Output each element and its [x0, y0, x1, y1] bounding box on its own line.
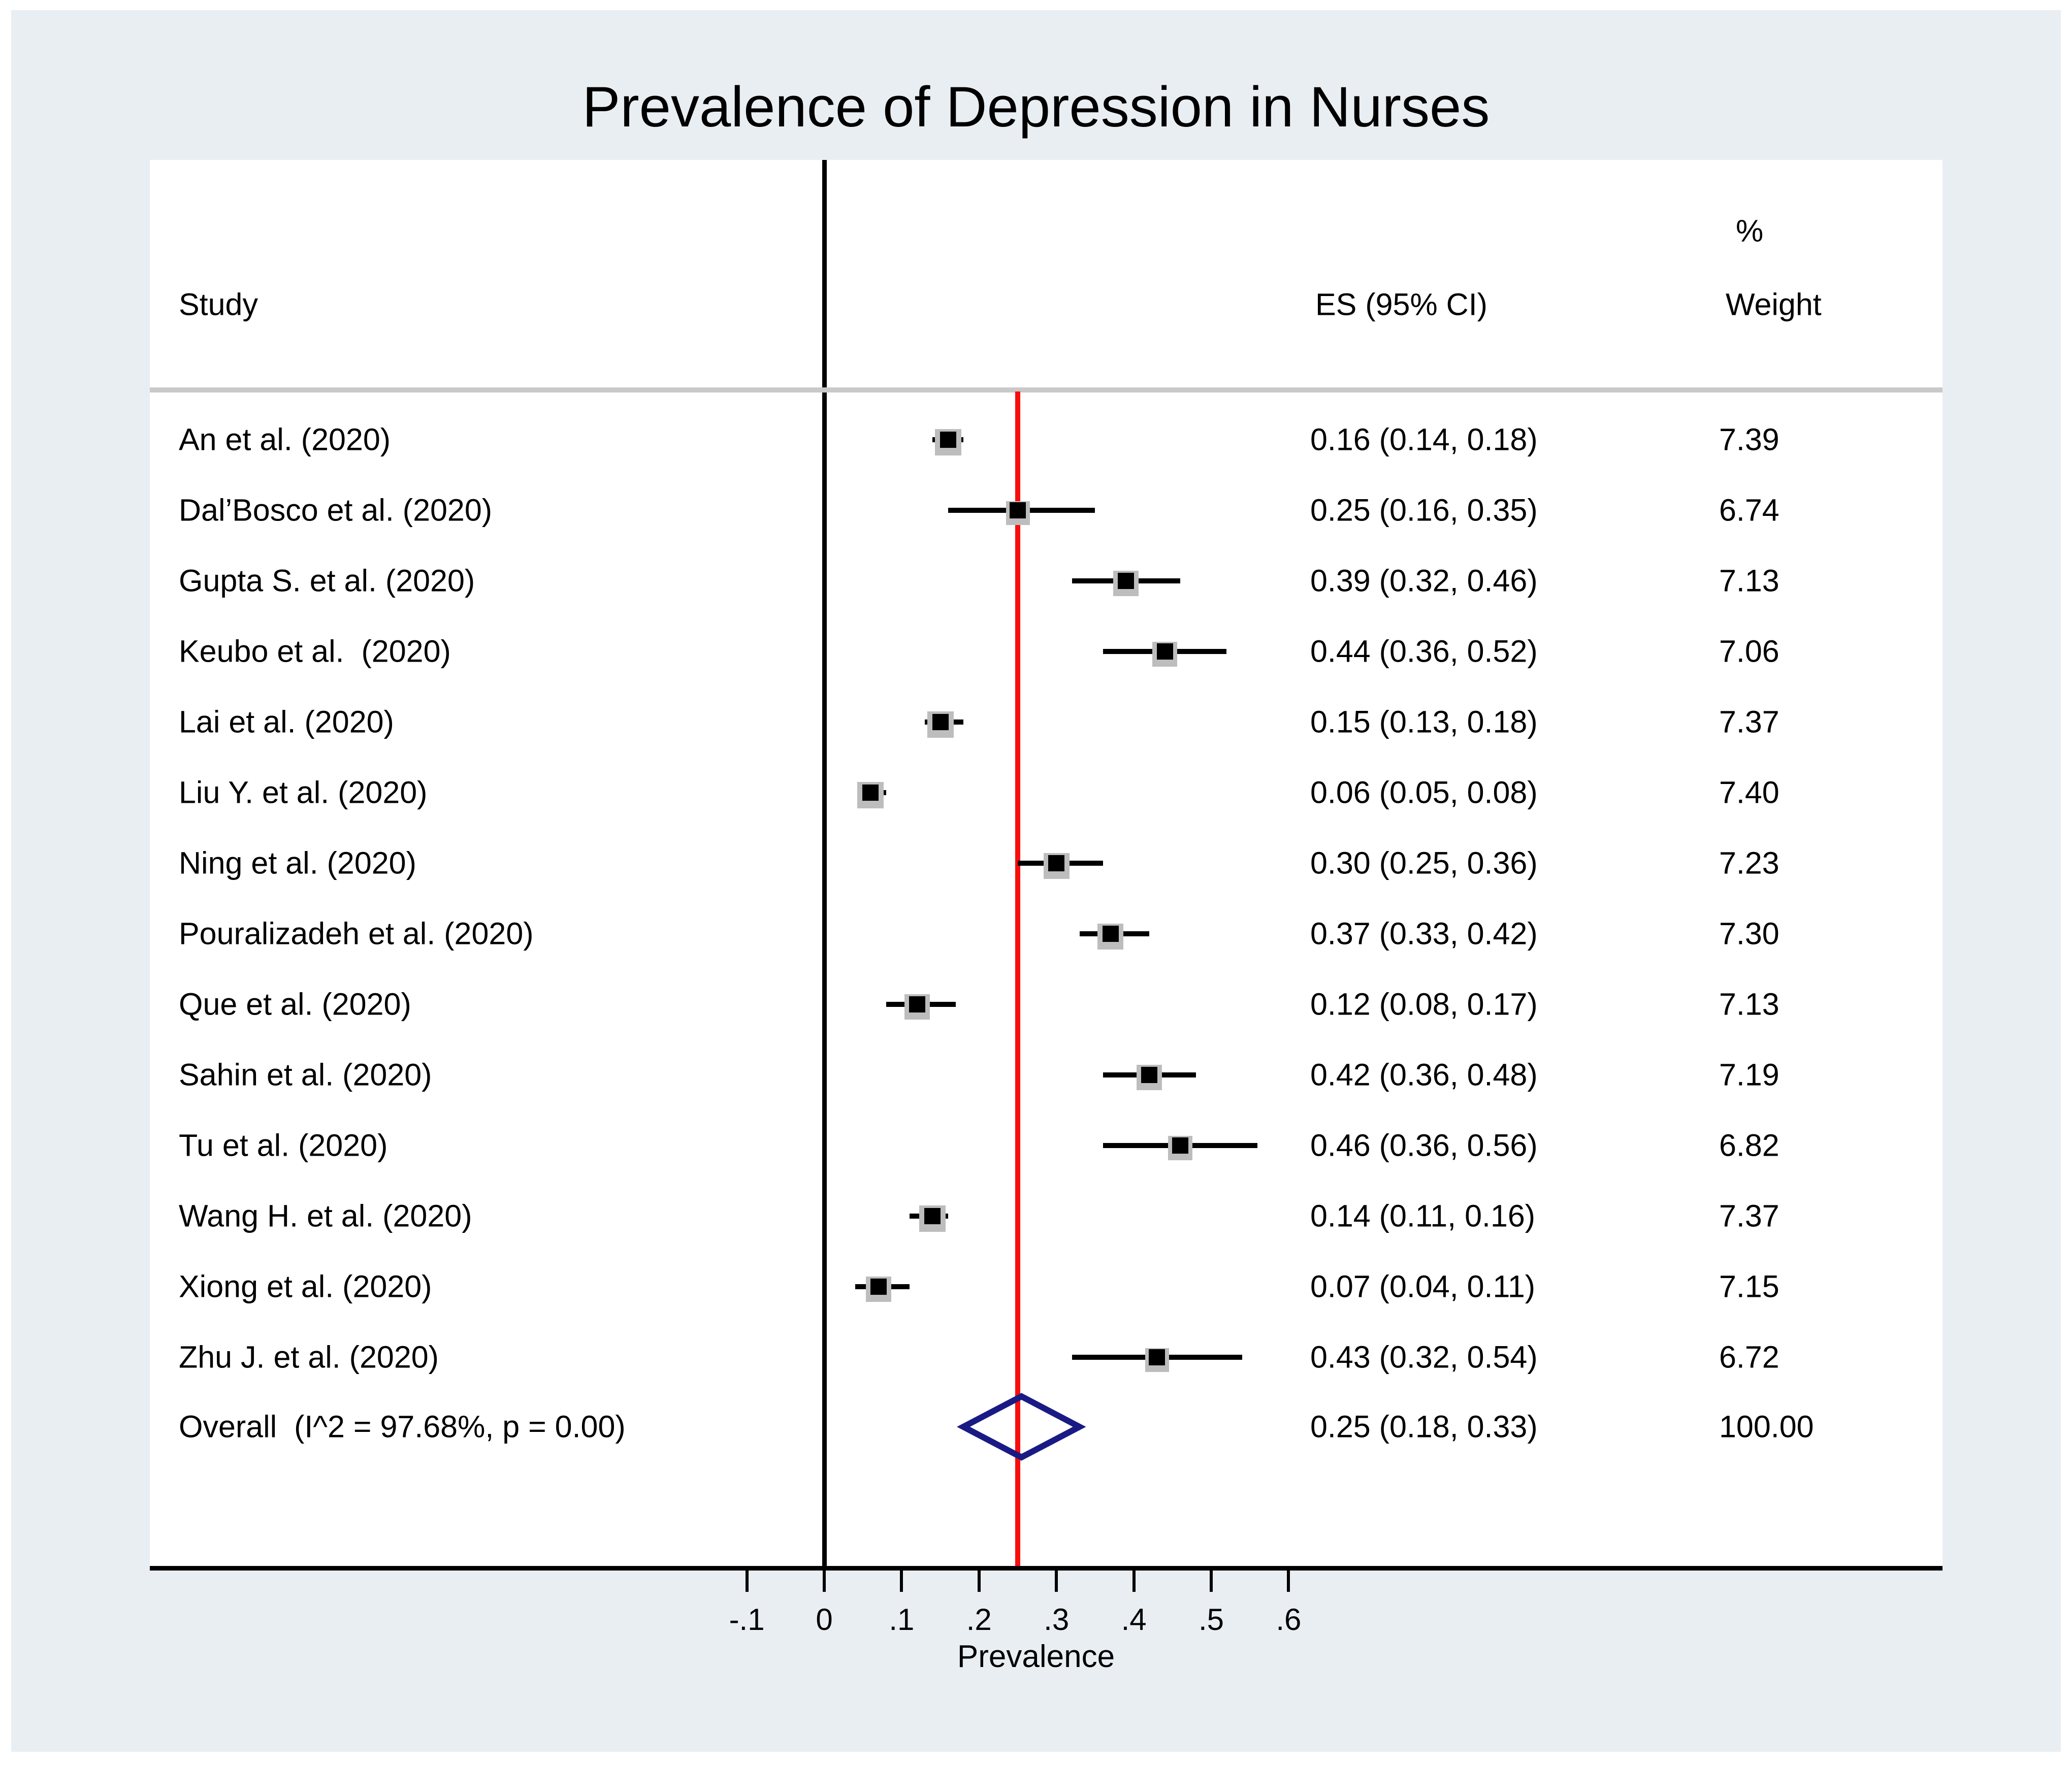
overall-es-ci-value: 0.25 (0.18, 0.33) — [1310, 1409, 1538, 1444]
column-header-weight: Weight — [1726, 287, 1822, 322]
study-label: Ning et al. (2020) — [179, 845, 416, 880]
es-ci-value: 0.43 (0.32, 0.54) — [1310, 1339, 1538, 1375]
study-label: Lai et al. (2020) — [179, 704, 394, 739]
x-axis-tick — [977, 1571, 981, 1592]
header-separator-line — [150, 387, 1942, 393]
weight-value: 7.37 — [1719, 704, 1779, 739]
weight-value: 7.06 — [1719, 634, 1779, 669]
es-ci-value: 0.46 (0.36, 0.56) — [1310, 1128, 1538, 1163]
overall-weight-value: 100.00 — [1719, 1409, 1814, 1444]
point-estimate-marker — [862, 785, 879, 801]
weight-value: 7.19 — [1719, 1057, 1779, 1092]
x-axis-tick-label: .2 — [966, 1603, 992, 1637]
es-ci-value: 0.15 (0.13, 0.18) — [1310, 704, 1538, 739]
x-axis-tick-label: .1 — [889, 1603, 915, 1637]
x-axis-tick — [1287, 1571, 1290, 1592]
point-estimate-marker — [932, 714, 949, 730]
weight-value: 7.23 — [1719, 845, 1779, 880]
point-estimate-marker — [1141, 1067, 1158, 1083]
study-label: Tu et al. (2020) — [179, 1128, 388, 1163]
column-header-weight-pct: % — [1736, 213, 1764, 248]
es-ci-value: 0.16 (0.14, 0.18) — [1310, 422, 1538, 457]
x-axis-tick-label: .6 — [1276, 1603, 1302, 1637]
weight-value: 7.15 — [1719, 1269, 1779, 1304]
weight-value: 6.72 — [1719, 1339, 1779, 1375]
overall-reference-line — [1015, 391, 1020, 1566]
x-axis-tick-label: -.1 — [729, 1603, 765, 1637]
study-label: Keubo et al. (2020) — [179, 634, 451, 669]
weight-value: 7.37 — [1719, 1198, 1779, 1233]
x-axis-tick-label: 0 — [816, 1603, 833, 1637]
weight-value: 7.39 — [1719, 422, 1779, 457]
es-ci-value: 0.44 (0.36, 0.52) — [1310, 634, 1538, 669]
weight-value: 7.30 — [1719, 916, 1779, 951]
study-label: Sahin et al. (2020) — [179, 1057, 432, 1092]
point-estimate-marker — [940, 432, 956, 448]
weight-value: 7.40 — [1719, 775, 1779, 810]
es-ci-value: 0.14 (0.11, 0.16) — [1310, 1198, 1536, 1233]
es-ci-value: 0.25 (0.16, 0.35) — [1310, 493, 1538, 528]
es-ci-value: 0.37 (0.33, 0.42) — [1310, 916, 1538, 951]
column-header-study: Study — [179, 287, 258, 322]
column-header-es: ES (95% CI) — [1315, 287, 1487, 322]
point-estimate-marker — [1010, 502, 1026, 518]
es-ci-value: 0.39 (0.32, 0.46) — [1310, 563, 1538, 598]
point-estimate-marker — [1156, 643, 1173, 660]
x-axis-tick — [1132, 1571, 1136, 1592]
overall-label: Overall (I^2 = 97.68%, p = 0.00) — [179, 1409, 626, 1444]
point-estimate-marker — [924, 1208, 941, 1224]
chart-title: Prevalence of Depression in Nurses — [582, 75, 1490, 139]
point-estimate-marker — [1048, 855, 1065, 871]
x-axis-tick — [1210, 1571, 1213, 1592]
study-label: Gupta S. et al. (2020) — [179, 563, 475, 598]
point-estimate-marker — [909, 996, 925, 1012]
point-estimate-marker — [1172, 1137, 1189, 1154]
study-label: Dal’Bosco et al. (2020) — [179, 493, 493, 528]
x-axis-tick-label: .5 — [1198, 1603, 1224, 1637]
study-label: Liu Y. et al. (2020) — [179, 775, 428, 810]
x-axis-label: Prevalence — [957, 1639, 1115, 1674]
study-label: Pouralizadeh et al. (2020) — [179, 916, 534, 951]
study-label: Que et al. (2020) — [179, 987, 411, 1022]
es-ci-value: 0.30 (0.25, 0.36) — [1310, 845, 1538, 880]
es-ci-value: 0.42 (0.36, 0.48) — [1310, 1057, 1538, 1092]
zero-reference-line — [822, 160, 827, 1566]
x-axis-tick-label: .3 — [1044, 1603, 1070, 1637]
point-estimate-marker — [1118, 573, 1135, 589]
study-label: An et al. (2020) — [179, 422, 391, 457]
study-label: Xiong et al. (2020) — [179, 1269, 432, 1304]
weight-value: 6.74 — [1719, 493, 1779, 528]
es-ci-value: 0.07 (0.04, 0.11) — [1310, 1269, 1536, 1304]
x-axis-tick-label: .4 — [1121, 1603, 1147, 1637]
x-axis-tick — [745, 1571, 749, 1592]
x-axis-tick — [823, 1571, 826, 1592]
weight-value: 7.13 — [1719, 987, 1779, 1022]
weight-value: 7.13 — [1719, 563, 1779, 598]
point-estimate-marker — [1149, 1349, 1166, 1365]
es-ci-value: 0.12 (0.08, 0.17) — [1310, 987, 1538, 1022]
x-axis-tick — [1055, 1571, 1058, 1592]
overall-diamond — [957, 1393, 1086, 1461]
weight-value: 6.82 — [1719, 1128, 1779, 1163]
es-ci-value: 0.06 (0.05, 0.08) — [1310, 775, 1538, 810]
x-axis-tick — [900, 1571, 903, 1592]
point-estimate-marker — [870, 1279, 887, 1295]
study-label: Wang H. et al. (2020) — [179, 1198, 472, 1233]
point-estimate-marker — [1102, 926, 1119, 942]
study-label: Zhu J. et al. (2020) — [179, 1339, 439, 1375]
